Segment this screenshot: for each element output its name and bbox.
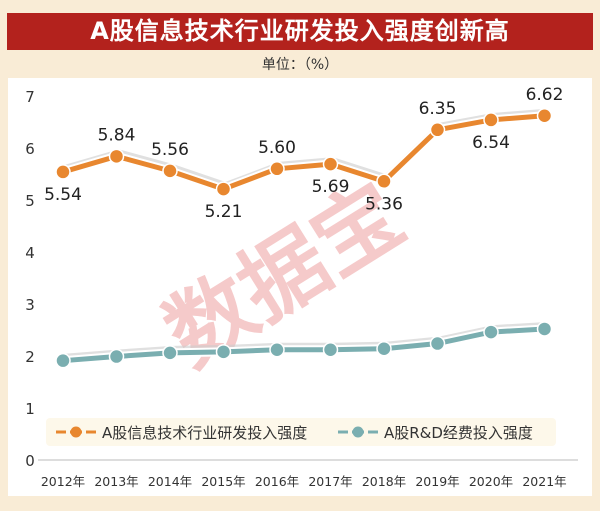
x-tick-label: 2021年 (522, 474, 566, 489)
legend-label-1: A股R&D经费投入强度 (384, 424, 533, 442)
data-point (55, 352, 71, 369)
data-point (376, 173, 392, 190)
data-point (483, 112, 499, 128)
legend-marker-0 (70, 426, 82, 438)
y-tick-label: 1 (25, 400, 35, 418)
data-label: 5.56 (151, 140, 189, 160)
x-tick-label: 2017年 (308, 474, 352, 489)
data-label: 5.69 (312, 177, 350, 197)
data-point (162, 345, 178, 361)
data-point (429, 122, 446, 138)
data-point (55, 164, 71, 180)
data-point (108, 348, 125, 365)
data-label: 6.54 (472, 133, 510, 153)
data-label: 5.54 (44, 185, 82, 205)
x-tick-label: 2012年 (41, 474, 85, 489)
data-point (322, 342, 339, 358)
data-point (429, 335, 446, 352)
legend-label-0: A股信息技术行业研发投入强度 (102, 424, 307, 442)
x-tick-label: 2020年 (469, 474, 513, 489)
data-point (215, 181, 232, 197)
data-point (162, 163, 178, 179)
data-point (376, 340, 392, 357)
data-label: 5.84 (98, 125, 136, 145)
data-point (536, 108, 553, 124)
chart-title: A股信息技术行业研发投入强度创新高 (7, 13, 593, 50)
x-tick-label: 2013年 (94, 474, 138, 489)
x-tick-label: 2015年 (201, 474, 245, 489)
data-label: 6.62 (526, 85, 564, 105)
x-tick-label: 2014年 (148, 474, 192, 489)
legend-marker-1 (352, 426, 364, 438)
x-tick-label: 2016年 (255, 474, 299, 489)
data-label: 5.36 (365, 194, 403, 214)
data-label: 5.21 (205, 202, 243, 222)
data-point (322, 156, 339, 172)
y-tick-label: 2 (25, 348, 35, 366)
data-label: 5.60 (258, 138, 296, 158)
y-tick-label: 5 (25, 192, 35, 210)
series-line-0 (62, 113, 545, 192)
series-line-1 (62, 326, 545, 364)
legend-box (46, 418, 556, 446)
y-tick-label: 3 (25, 296, 35, 314)
data-point (269, 342, 285, 358)
y-tick-label: 4 (25, 244, 35, 262)
x-tick-label: 2019年 (415, 474, 459, 489)
data-point (483, 324, 499, 340)
y-tick-label: 6 (25, 140, 35, 158)
data-point (269, 161, 285, 177)
x-tick-label: 2018年 (362, 474, 406, 489)
data-point (215, 344, 232, 360)
y-tick-label: 7 (25, 88, 35, 106)
data-point (536, 321, 553, 337)
y-tick-label: 0 (25, 452, 35, 470)
unit-label: 单位：（%） (261, 57, 339, 73)
data-point (108, 148, 125, 165)
data-label: 6.35 (419, 99, 457, 119)
